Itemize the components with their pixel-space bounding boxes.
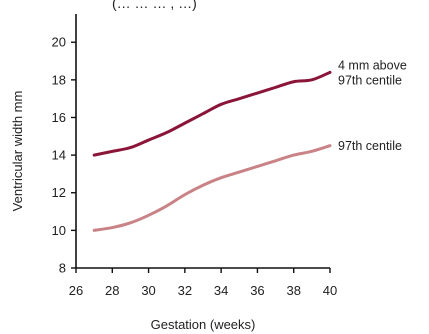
y-tick-label: 8 <box>59 261 66 276</box>
x-tick-label: 34 <box>214 283 228 298</box>
series-label-1: 4 mm above 97th centile <box>338 58 407 87</box>
y-tick-label: 10 <box>52 223 66 238</box>
y-axis-ticks: 8 10 12 14 16 18 20 <box>52 35 76 276</box>
x-tick-label: 26 <box>69 283 83 298</box>
series-labels: 4 mm above 97th centile 97th centile <box>338 58 407 153</box>
y-tick-label: 14 <box>52 148 66 163</box>
x-axis-ticks: 26 28 30 32 34 36 38 40 <box>69 268 337 298</box>
y-tick-label: 12 <box>52 185 66 200</box>
series-line-1 <box>92 70 332 157</box>
series-lines <box>92 70 332 232</box>
axes <box>75 14 330 269</box>
series-label-2: 97th centile <box>338 139 402 153</box>
cropped-top-fragment: (… … … , …) <box>112 0 197 11</box>
y-axis-title: Ventricular width mm <box>10 91 25 212</box>
x-tick-label: 36 <box>250 283 264 298</box>
x-tick-label: 38 <box>286 283 300 298</box>
x-tick-label: 30 <box>141 283 155 298</box>
x-tick-label: 28 <box>105 283 119 298</box>
x-tick-label: 32 <box>178 283 192 298</box>
x-axis-title: Gestation (weeks) <box>151 317 256 332</box>
y-tick-label: 16 <box>52 110 66 125</box>
y-tick-label: 20 <box>52 35 66 50</box>
series-line-2 <box>92 144 332 232</box>
x-tick-label: 40 <box>323 283 337 298</box>
y-tick-label: 18 <box>52 72 66 87</box>
